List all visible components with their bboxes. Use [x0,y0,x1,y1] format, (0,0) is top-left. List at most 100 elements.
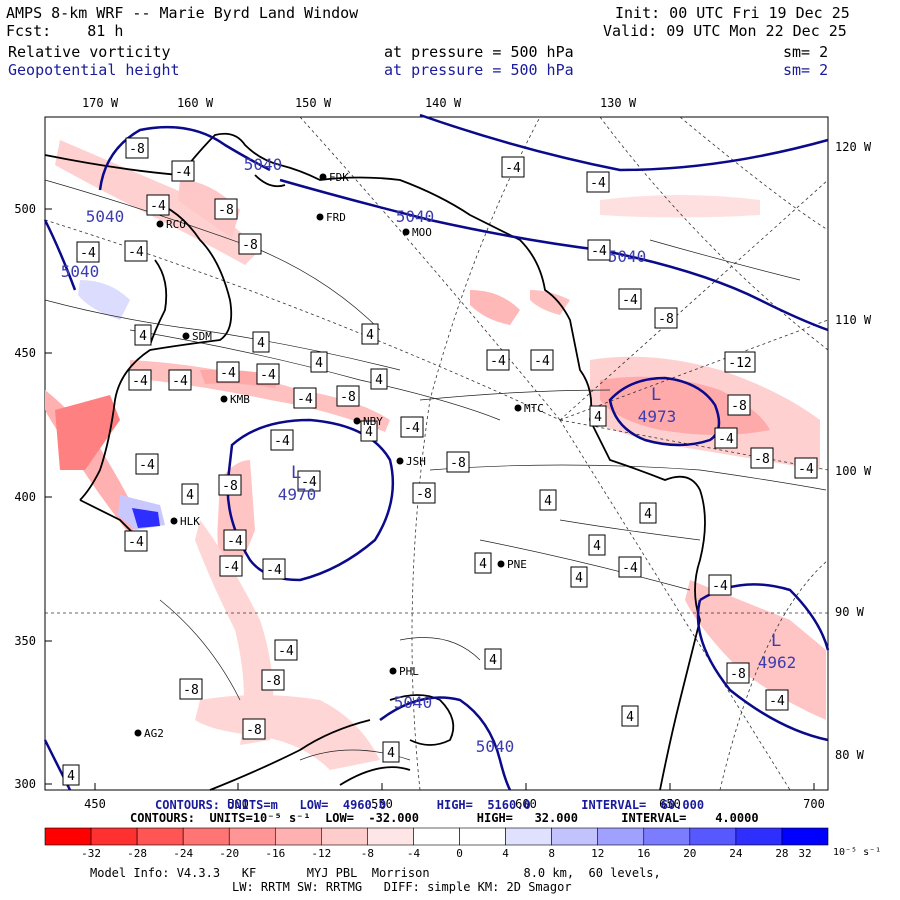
vorticity-label: -4 [270,429,294,451]
stations: FDK FRD RCO MOO SDM KMB NBY MTC JSH HLK PNE PHL AG2 [134,171,544,740]
station-marker: FRD [316,211,346,224]
colorbar-unit: 10⁻⁵ s⁻¹ [833,847,881,858]
svg-text:4: 4 [67,769,75,784]
svg-text:L: L [771,631,781,651]
axis-labels: 170 W 160 W 150 W 140 W 130 W 120 W 110 W 100 W… [14,96,872,811]
axis-label: 160 W [177,96,214,110]
svg-text:-4: -4 [175,165,191,180]
low-centers: L 4970 L 4973 L 4962 [278,385,797,672]
svg-text:4: 4 [479,557,487,572]
colorbar-swatch [781,827,829,846]
vorticity-label: -4 [486,349,510,371]
svg-text:4: 4 [375,373,383,388]
svg-text:-4: -4 [227,534,243,549]
colorbar-swatch [459,827,506,846]
svg-text:AG2: AG2 [144,727,164,740]
vorticity-label: -4 [135,453,159,475]
colorbar-swatch [597,827,645,846]
svg-text:-4: -4 [172,374,188,389]
field1-sm: sm= 2 [783,43,829,61]
vorticity-label: -4 [223,529,247,551]
svg-text:4: 4 [365,425,373,440]
svg-text:L: L [291,463,301,483]
svg-text:-8: -8 [265,674,281,689]
svg-text:-4: -4 [139,458,155,473]
colorbar-swatch [643,827,691,846]
height-label: 5040 [396,207,435,226]
station-marker: FDK [319,171,349,184]
svg-text:-8: -8 [222,479,238,494]
vorticity-label: 4 [62,764,80,786]
axis-label: 450 [84,797,106,811]
axis-label: 110 W [835,313,872,327]
vorticity-label: 4 [588,534,606,556]
svg-text:4962: 4962 [758,653,797,672]
svg-text:-8: -8 [242,238,258,253]
svg-text:-4: -4 [534,354,550,369]
svg-text:-8: -8 [658,312,674,327]
map-frame [44,116,829,791]
vorticity-label: -4 [714,427,738,449]
axis-label: 350 [14,634,36,648]
colorbar-label: 28 [775,847,788,860]
low-center: L 4962 [758,631,797,672]
vorticity-label: -8 [446,451,470,473]
station-marker: SDM [182,330,212,343]
colorbar-label: -4 [407,847,421,860]
station-marker: RCO [156,218,186,231]
colorbar-swatch [505,827,552,846]
svg-text:-4: -4 [80,246,96,261]
vorticity-label: 4 [639,502,657,524]
svg-text:FRD: FRD [326,211,346,224]
vorticity-label: -8 [750,447,774,469]
svg-text:-4: -4 [404,421,420,436]
model-info: Model Info: V4.3.3 KF MYJ PBL Morrison 8… [90,866,661,880]
init-time: Init: 00 UTC Fri 19 Dec 25 [615,4,850,22]
vorticity-label: -4 [146,194,170,216]
fcst-value: 81 h [87,22,124,40]
field2-sm: sm= 2 [783,61,829,79]
svg-text:-4: -4 [266,563,282,578]
svg-text:-4: -4 [128,245,144,260]
svg-text:-8: -8 [731,399,747,414]
colorbar-swatch [321,827,368,846]
colorbar-label: -24 [173,847,193,860]
svg-text:HLK: HLK [180,515,200,528]
vorticity-label: -4 [219,555,243,577]
axis-label: 170 W [82,96,119,110]
graticule [44,116,829,791]
contours-vorticity: CONTOURS: UNITS=10⁻⁵ s⁻¹ LOW= -32.000 HI… [130,811,759,825]
axis-label: 150 W [295,96,332,110]
vorticity-label: 4 [181,483,199,505]
axis-label: 650 [659,797,681,811]
vorticity-label: -4 [124,530,148,552]
height-label: 5040 [244,155,283,174]
vorticity-label: -8 [214,198,238,220]
low-center: L 4973 [638,385,677,426]
svg-text:-8: -8 [754,452,770,467]
svg-text:4: 4 [186,488,194,503]
vorticity-label: 4 [310,351,328,373]
svg-text:-4: -4 [278,644,294,659]
station-marker: PNE [497,558,527,571]
height-label: 5040 [608,247,647,266]
height-label: 5040 [61,262,100,281]
vorticity-label: -4 [708,574,732,596]
colorbar-label: -32 [81,847,101,860]
vorticity-label: -8 [336,385,360,407]
vorticity-label: 4 [570,566,588,588]
svg-text:4: 4 [387,746,395,761]
colorbar-label: 12 [591,847,604,860]
vorticity-label: 4 [484,648,502,670]
axis-label: 550 [371,797,393,811]
svg-text:-12: -12 [728,356,751,371]
svg-text:-4: -4 [769,694,785,709]
fcst-label: Fcst: [6,22,52,40]
svg-text:-8: -8 [730,667,746,682]
colorbar: -32 -28 -24 -20 -16 -12 -8 -4 0 4 8 12 16 20 24 28 32 10⁻… [44,827,881,860]
field2-level-label: at pressure = [384,61,502,79]
svg-text:4: 4 [593,539,601,554]
coastline [44,132,706,791]
colorbar-swatch [413,827,460,846]
axis-label: 120 W [835,140,872,154]
